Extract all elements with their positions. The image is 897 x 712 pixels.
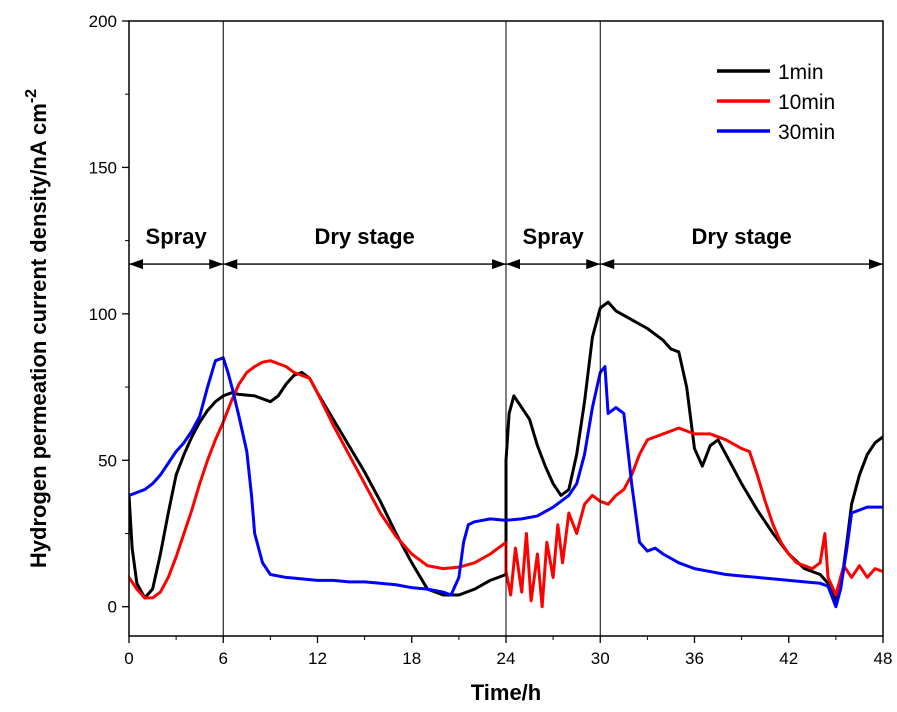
- region-arrow-head-right-0: [209, 259, 224, 270]
- y-tick-label-150: 150: [89, 158, 117, 177]
- legend: 1min 10min 30min: [717, 61, 835, 144]
- region-arrow-head-right-1: [492, 259, 506, 270]
- x-tick-label-18: 18: [402, 649, 421, 668]
- axes: [122, 20, 884, 643]
- legend-label-1min: 1min: [778, 61, 824, 84]
- region-label-3: Dry stage: [691, 224, 791, 249]
- x-tick-label-30: 30: [591, 649, 610, 668]
- region-arrow-head-left-0: [129, 259, 143, 270]
- y-tick-label-200: 200: [89, 12, 117, 31]
- region-label-0: Spray: [146, 224, 208, 249]
- series-line-1min: [129, 300, 883, 603]
- x-tick-label-0: 0: [124, 649, 133, 668]
- x-tick-label-12: 12: [308, 649, 327, 668]
- legend-label-30min: 30min: [778, 121, 835, 144]
- region-arrow-head-right-2: [586, 259, 601, 270]
- y-axis-title-main: Hydrogen permeation current density/nA c…: [26, 103, 51, 568]
- series-line-10min: [129, 359, 883, 609]
- y-tick-label-100: 100: [89, 305, 117, 324]
- y-axis-title-superscript: -2: [23, 89, 40, 103]
- region-label-2: Spray: [523, 224, 585, 249]
- x-tick-label-48: 48: [874, 649, 893, 668]
- y-tick-label-50: 50: [98, 451, 117, 470]
- region-arrow-head-right-3: [869, 259, 883, 270]
- x-tick-label-42: 42: [779, 649, 798, 668]
- labels: Spray Dry stage Spray Dry stage 0 6 12 18 24 30 36…: [23, 12, 892, 705]
- region-label-1: Dry stage: [314, 224, 414, 249]
- x-tick-label-24: 24: [497, 649, 516, 668]
- x-tick-label-6: 6: [219, 649, 228, 668]
- x-axis-title: Time/h: [471, 680, 542, 705]
- x-tick-label-36: 36: [685, 649, 704, 668]
- y-axis-title: Hydrogen permeation current density/nA c…: [23, 89, 51, 568]
- region-arrow-head-left-2: [506, 259, 520, 270]
- region-arrow-head-left-1: [223, 259, 238, 270]
- y-tick-label-0: 0: [108, 598, 117, 617]
- legend-label-10min: 10min: [778, 91, 835, 114]
- region-arrow-head-left-3: [600, 259, 615, 270]
